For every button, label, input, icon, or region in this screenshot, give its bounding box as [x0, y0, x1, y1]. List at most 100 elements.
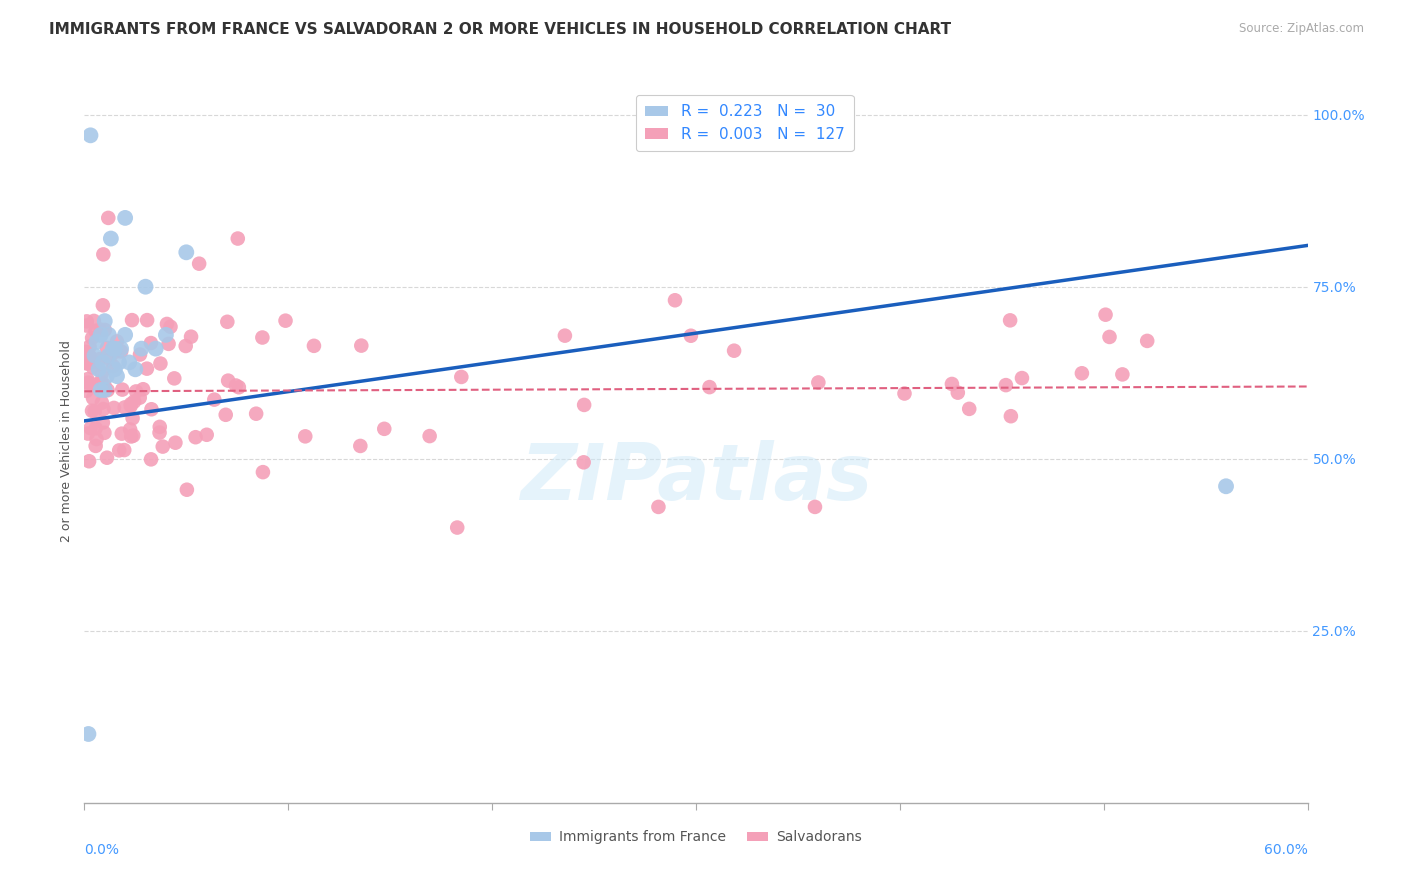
Point	[946, 385, 969, 400]
Point	[97, 349, 120, 363]
Point	[121, 411, 143, 425]
Point	[114, 327, 136, 342]
Point	[97, 211, 120, 225]
Point	[83, 377, 105, 392]
Point	[80, 351, 103, 365]
Point	[131, 342, 153, 356]
Point	[1215, 479, 1237, 493]
Point	[156, 317, 179, 331]
Point	[76, 426, 98, 441]
Point	[957, 401, 980, 416]
Point	[1070, 366, 1092, 380]
Point	[108, 443, 131, 458]
Point	[110, 344, 132, 359]
Point	[159, 319, 181, 334]
Point	[122, 394, 145, 409]
Point	[93, 383, 115, 397]
Point	[554, 328, 576, 343]
Point	[98, 352, 121, 367]
Point	[76, 356, 98, 370]
Point	[184, 430, 207, 444]
Point	[76, 314, 98, 328]
Point	[135, 361, 157, 376]
Point	[91, 298, 114, 312]
Point	[450, 370, 472, 384]
Point	[97, 383, 120, 397]
Point	[135, 279, 157, 293]
Point	[91, 416, 114, 430]
Point	[94, 323, 117, 337]
Point	[349, 439, 371, 453]
Point	[101, 342, 124, 356]
Point	[76, 372, 98, 386]
Point	[121, 313, 143, 327]
Point	[79, 421, 101, 435]
Point	[804, 500, 827, 514]
Point	[105, 369, 128, 384]
Point	[111, 426, 134, 441]
Point	[104, 344, 127, 359]
Point	[136, 313, 159, 327]
Point	[941, 376, 963, 391]
Point	[83, 349, 105, 363]
Point	[446, 520, 468, 534]
Point	[252, 465, 274, 479]
Point	[228, 380, 250, 394]
Point	[103, 359, 125, 373]
Point	[1111, 368, 1133, 382]
Point	[124, 362, 146, 376]
Point	[139, 336, 162, 351]
Point	[215, 408, 238, 422]
Text: Source: ZipAtlas.com: Source: ZipAtlas.com	[1239, 22, 1364, 36]
Point	[572, 455, 595, 469]
Point	[1011, 371, 1033, 385]
Point	[90, 374, 112, 388]
Point	[84, 324, 107, 338]
Point	[86, 432, 108, 446]
Point	[108, 355, 131, 369]
Point	[105, 334, 128, 349]
Point	[77, 376, 100, 390]
Point	[350, 338, 373, 352]
Text: 60.0%: 60.0%	[1264, 843, 1308, 856]
Point	[120, 399, 142, 413]
Point	[80, 404, 103, 418]
Point	[174, 339, 197, 353]
Point	[93, 425, 115, 440]
Point	[114, 211, 136, 225]
Point	[82, 331, 104, 345]
Point	[699, 380, 721, 394]
Point	[174, 245, 197, 260]
Point	[994, 378, 1017, 392]
Point	[83, 355, 105, 369]
Point	[84, 439, 107, 453]
Point	[96, 450, 118, 465]
Point	[91, 355, 114, 369]
Point	[165, 435, 187, 450]
Point	[647, 500, 669, 514]
Point	[274, 313, 297, 327]
Point	[83, 404, 105, 418]
Legend: Immigrants from France, Salvadorans: Immigrants from France, Salvadorans	[524, 825, 868, 850]
Point	[97, 327, 120, 342]
Point	[77, 454, 100, 468]
Point	[79, 340, 101, 354]
Point	[75, 384, 97, 398]
Point	[419, 429, 441, 443]
Point	[82, 360, 104, 375]
Point	[96, 369, 118, 384]
Point	[148, 425, 170, 440]
Y-axis label: 2 or more Vehicles in Household: 2 or more Vehicles in Household	[60, 341, 73, 542]
Point	[90, 395, 112, 409]
Point	[141, 402, 163, 417]
Point	[139, 452, 162, 467]
Point	[302, 339, 325, 353]
Point	[163, 371, 186, 385]
Point	[145, 342, 167, 356]
Point	[202, 392, 225, 407]
Point	[91, 366, 114, 380]
Point	[112, 443, 135, 458]
Point	[96, 341, 118, 355]
Point	[114, 401, 136, 415]
Point	[294, 429, 316, 443]
